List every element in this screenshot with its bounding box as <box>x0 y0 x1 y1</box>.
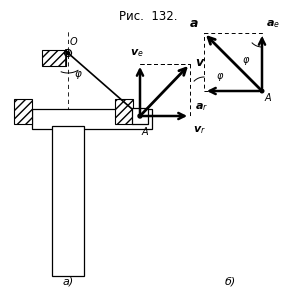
Text: б): б) <box>224 276 236 286</box>
Text: а): а) <box>62 276 74 286</box>
Text: $\boldsymbol{v}_e$: $\boldsymbol{v}_e$ <box>130 47 144 59</box>
Circle shape <box>260 89 264 93</box>
Bar <box>52 126 84 276</box>
Text: $\varphi$: $\varphi$ <box>242 55 250 67</box>
Text: Рис.  132.: Рис. 132. <box>119 10 177 22</box>
Text: $\boldsymbol{a}_r$: $\boldsymbol{a}_r$ <box>195 101 208 113</box>
Text: $\boldsymbol{v}_r$: $\boldsymbol{v}_r$ <box>193 124 206 136</box>
Text: $\boldsymbol{a}_e$: $\boldsymbol{a}_e$ <box>266 18 280 30</box>
Circle shape <box>67 52 69 54</box>
Text: O: O <box>70 37 78 47</box>
Text: A: A <box>265 93 272 103</box>
Bar <box>132 108 148 124</box>
Text: $\boldsymbol{v}$: $\boldsymbol{v}$ <box>195 56 206 68</box>
Circle shape <box>138 114 142 118</box>
Text: $\boldsymbol{a}$: $\boldsymbol{a}$ <box>189 17 199 30</box>
Text: A: A <box>142 127 148 137</box>
Bar <box>42 50 66 66</box>
Text: $\varphi$: $\varphi$ <box>74 69 83 81</box>
Bar <box>14 99 32 124</box>
Bar <box>115 99 133 124</box>
Text: $\varphi$: $\varphi$ <box>216 71 224 83</box>
Bar <box>32 109 152 129</box>
